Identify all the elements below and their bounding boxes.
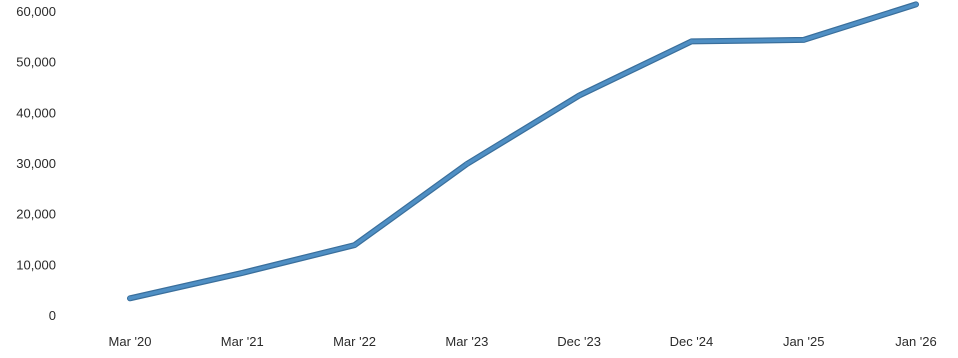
- x-tick-label: Dec '23: [557, 334, 601, 349]
- data-point: [352, 243, 357, 248]
- series-layer: [127, 1, 919, 302]
- x-tick-label: Mar '20: [109, 334, 152, 349]
- data-point: [914, 2, 918, 7]
- y-tick-label: 10,000: [16, 257, 56, 272]
- data-point: [689, 39, 694, 44]
- x-axis: Mar '20 Mar '21 Mar '22 Mar '23 Dec '23 Dec '…: [109, 334, 937, 349]
- data-point: [801, 37, 806, 42]
- data-point: [577, 93, 582, 98]
- x-tick-label: Mar '23: [445, 334, 488, 349]
- x-tick-label: Jan '25: [783, 334, 825, 349]
- x-tick-label: Dec '24: [670, 334, 714, 349]
- x-tick-label: Mar '21: [221, 334, 264, 349]
- y-tick-label: 60,000: [16, 4, 56, 19]
- x-tick-label: Jan '26: [895, 334, 937, 349]
- data-point: [464, 162, 469, 166]
- y-tick-label: 30,000: [16, 156, 56, 171]
- y-tick-label: 40,000: [16, 105, 56, 120]
- x-tick-label: Mar '22: [333, 334, 376, 349]
- data-point: [240, 270, 245, 275]
- y-tick-label: 50,000: [16, 55, 56, 70]
- data-point: [128, 296, 132, 301]
- series-line-outline: [127, 1, 919, 302]
- y-tick-label: 0: [49, 308, 56, 323]
- y-tick-label: 20,000: [16, 207, 56, 222]
- y-axis: 0 10,000 20,000 30,000 40,000 50,000 60,000: [16, 4, 56, 323]
- series-line: [128, 2, 918, 301]
